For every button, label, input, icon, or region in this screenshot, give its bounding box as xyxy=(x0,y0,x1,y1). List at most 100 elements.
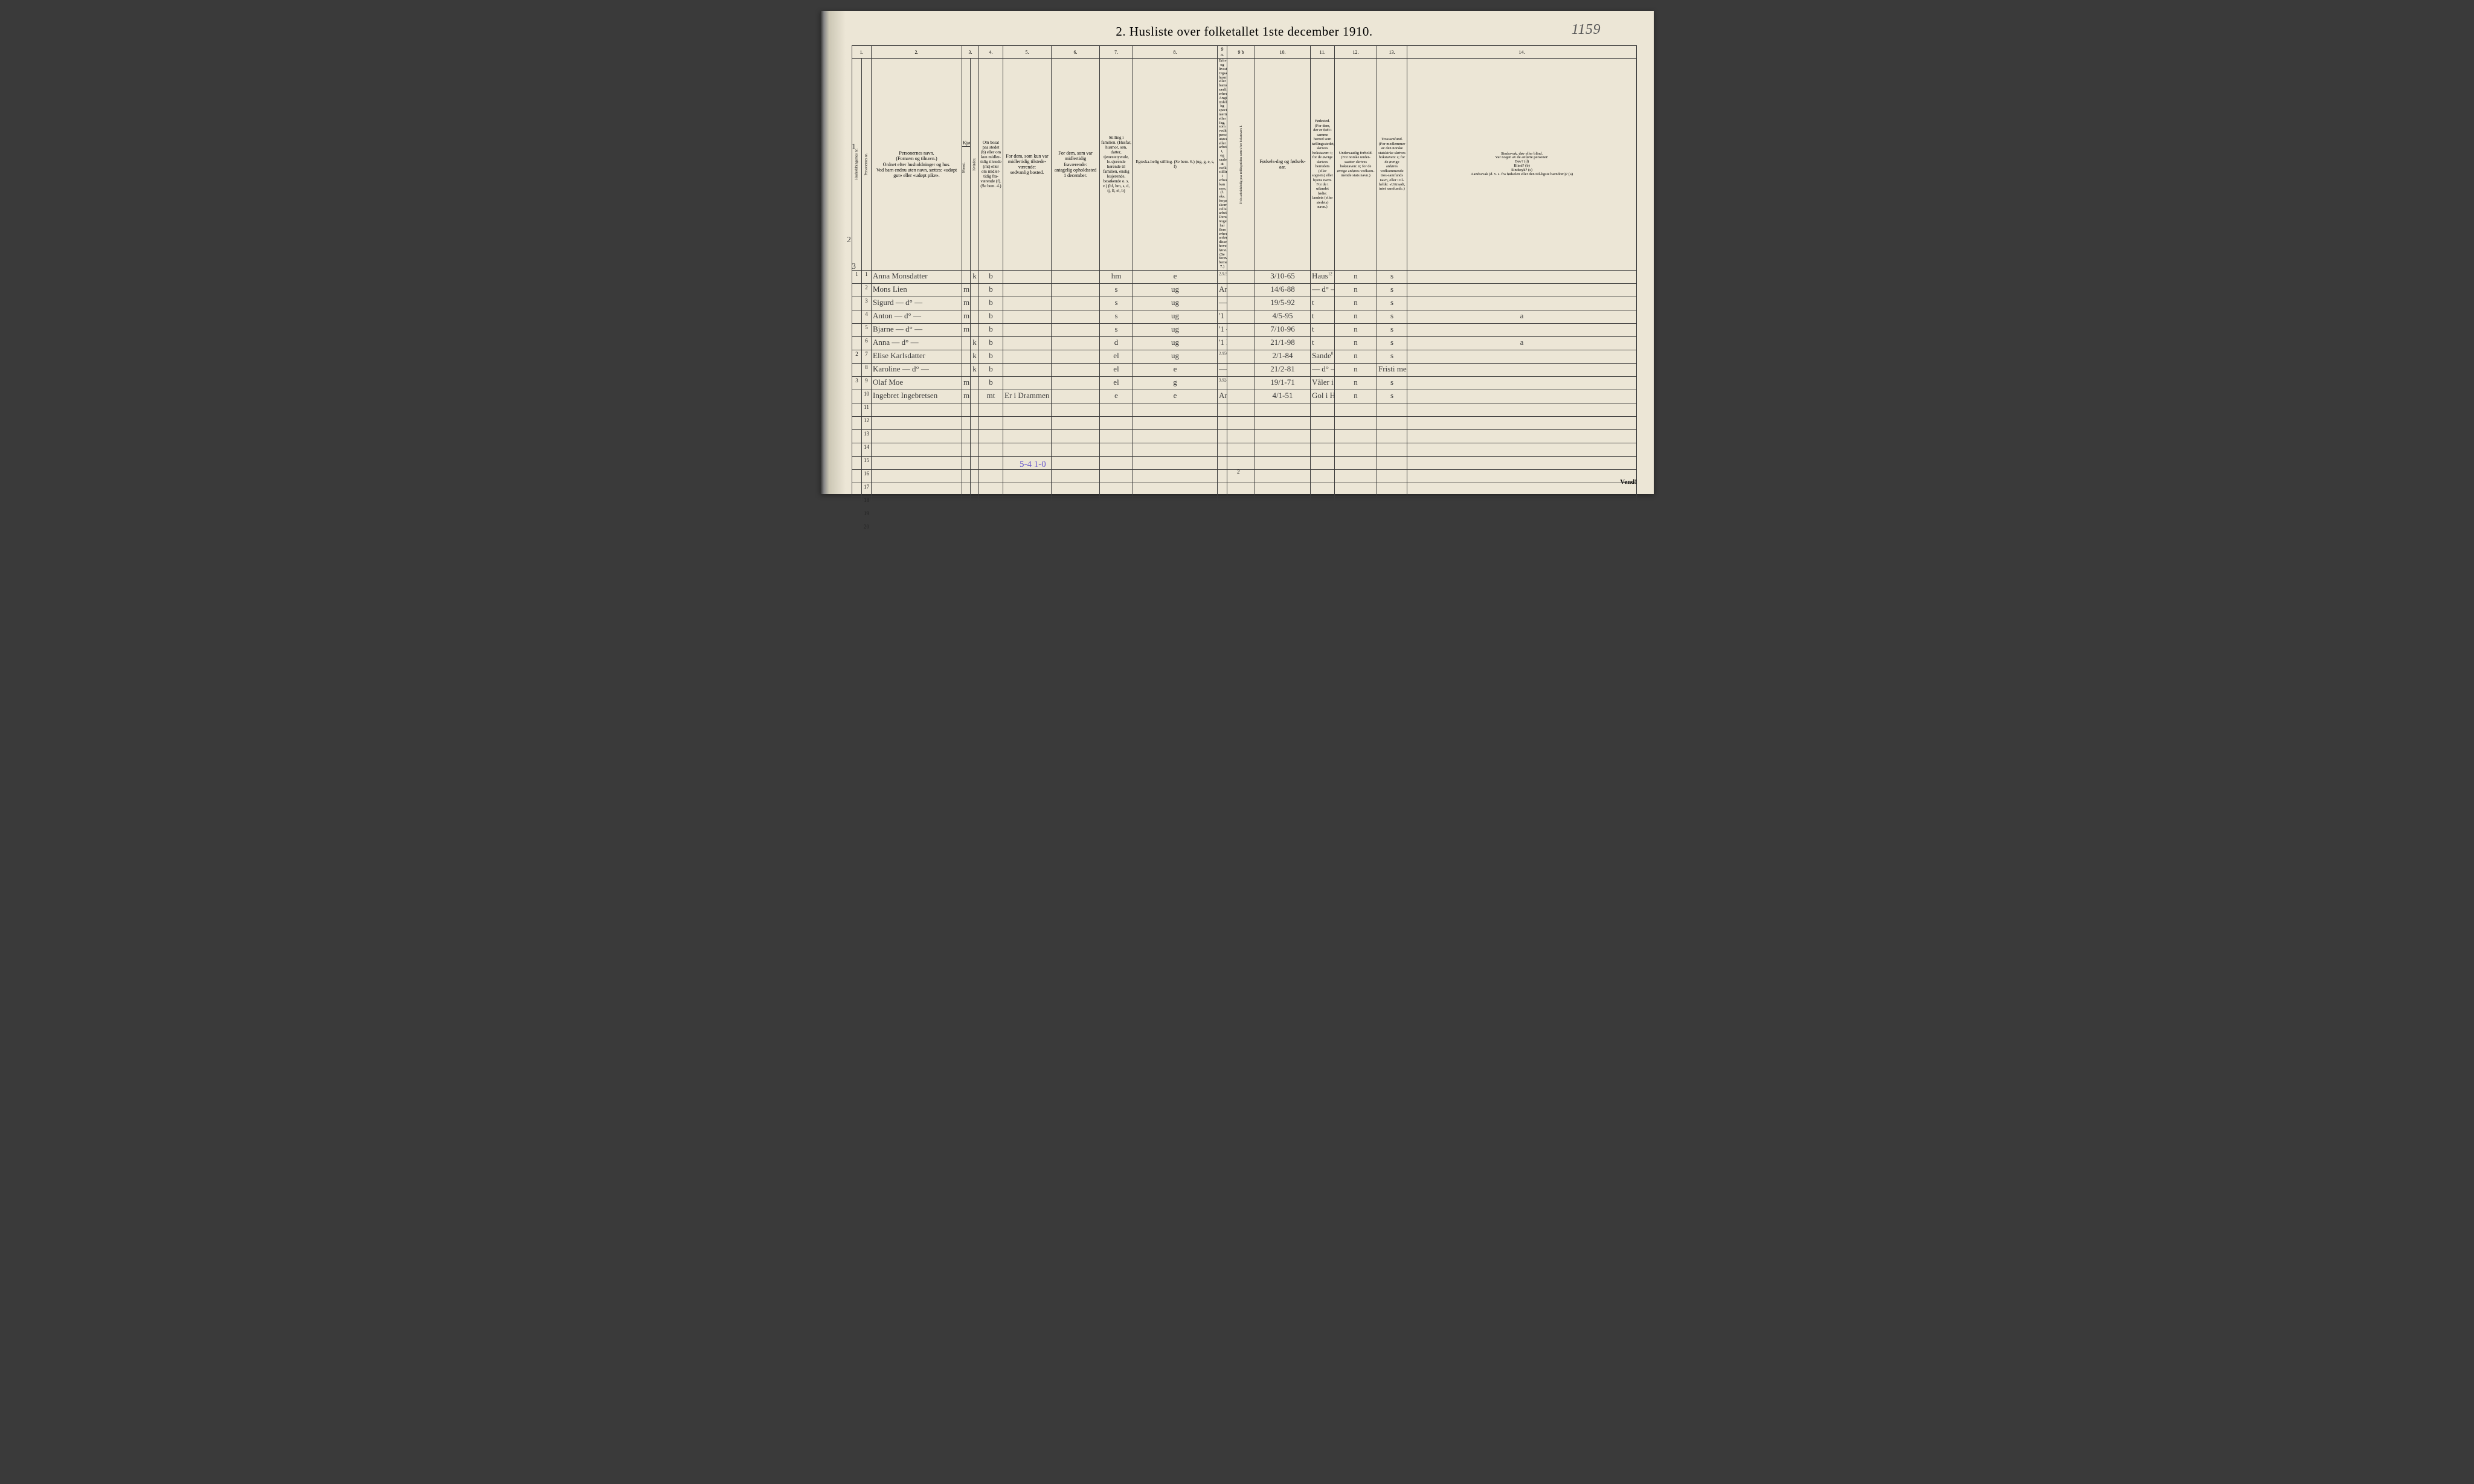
cell xyxy=(1052,336,1100,350)
cell: ug xyxy=(1133,297,1218,310)
hdr-maend: Kjøn. Mænd. xyxy=(962,59,971,270)
colnum-cell: 9 b xyxy=(1227,46,1255,59)
cell xyxy=(1335,443,1377,456)
cell xyxy=(971,283,979,297)
cell xyxy=(1335,509,1377,522)
cell xyxy=(1003,416,1052,429)
cell xyxy=(1003,496,1052,509)
cell xyxy=(1311,429,1335,443)
household-marker: 1 xyxy=(852,143,856,152)
cell: Våler i Solør03 xyxy=(1311,376,1335,390)
cell: s xyxy=(1377,270,1407,283)
cell xyxy=(1377,522,1407,536)
cell: s xyxy=(1377,376,1407,390)
cell xyxy=(852,443,862,456)
cell xyxy=(1255,416,1311,429)
cell xyxy=(852,297,862,310)
table-row: 39Olaf Moembelg3.924 Smed ved tekstilfab… xyxy=(852,376,1637,390)
cell: 3/10-65 xyxy=(1255,270,1311,283)
cell xyxy=(1227,323,1255,336)
cell: 17 xyxy=(862,483,872,496)
cell xyxy=(1377,443,1407,456)
cell xyxy=(1255,469,1311,483)
cell: el xyxy=(1100,350,1133,363)
cell: b xyxy=(979,270,1003,283)
table-row: 3Sigurd — d° —mbsug— d° — d° —19/5-92tns xyxy=(852,297,1637,310)
cell xyxy=(1218,443,1227,456)
cell xyxy=(1003,270,1052,283)
cell: k xyxy=(971,363,979,376)
cell xyxy=(962,456,971,469)
cell: — d° —'1 xyxy=(1311,283,1335,297)
cell: m xyxy=(962,323,971,336)
cell xyxy=(979,403,1003,416)
cell: s xyxy=(1377,323,1407,336)
cell: 5 xyxy=(862,323,872,336)
cell xyxy=(962,403,971,416)
cell xyxy=(1407,522,1637,536)
cell: k xyxy=(971,336,979,350)
cell xyxy=(1407,283,1637,297)
cell: s xyxy=(1100,297,1133,310)
table-row-empty: 20 xyxy=(852,522,1637,536)
hdr-fodested: Fødested. (For dem, der er født i samme … xyxy=(1311,59,1335,270)
page-title: 2. Husliste over folketallet 1ste decemb… xyxy=(1116,24,1372,39)
cell xyxy=(1133,522,1218,536)
cell xyxy=(852,403,862,416)
cell xyxy=(1003,363,1052,376)
cell xyxy=(1227,522,1255,536)
cell xyxy=(872,509,962,522)
table-row: 10Ingebret IngebretsenmmtEr i DrammeneeA… xyxy=(852,390,1637,403)
cell: 19 xyxy=(862,509,872,522)
cell: 16 xyxy=(862,469,872,483)
cell xyxy=(1003,336,1052,350)
cell: n xyxy=(1335,270,1377,283)
cell xyxy=(1100,522,1133,536)
cell: n xyxy=(1335,350,1377,363)
cell: s xyxy=(1377,297,1407,310)
cell xyxy=(1003,403,1052,416)
cell xyxy=(1003,350,1052,363)
cell: 14 xyxy=(862,443,872,456)
cell xyxy=(1052,297,1100,310)
column-number-row: 1.2.3.4.5.6.7.8.9 a.9 b10.11.12.13.14. xyxy=(852,46,1637,59)
cell xyxy=(1311,522,1335,536)
cell xyxy=(1052,403,1100,416)
hdr-bosat: Om bosat paa stedet (b) eller om kun mid… xyxy=(979,59,1003,270)
cell xyxy=(1052,522,1100,536)
cell xyxy=(1227,483,1255,496)
cell xyxy=(1227,390,1255,403)
cell xyxy=(1377,456,1407,469)
cell xyxy=(1407,443,1637,456)
cell: m xyxy=(962,310,971,323)
cell xyxy=(1227,350,1255,363)
cell xyxy=(1052,350,1100,363)
cell xyxy=(1255,522,1311,536)
cell xyxy=(979,443,1003,456)
cell: b xyxy=(979,376,1003,390)
cell: Bjarne — d° — xyxy=(872,323,962,336)
cell: 21/1-98 xyxy=(1255,336,1311,350)
household-marker: 2 xyxy=(847,236,851,245)
hdr-navn: Personernes navn. (Fornavn og tilnavn.) … xyxy=(872,59,962,270)
cell: s xyxy=(1377,283,1407,297)
cell xyxy=(1407,509,1637,522)
cell: 4/5-95 xyxy=(1255,310,1311,323)
cell: 15 xyxy=(862,456,872,469)
page-number: 2 xyxy=(1237,469,1240,475)
cell xyxy=(1133,456,1218,469)
cell xyxy=(872,403,962,416)
cell xyxy=(1335,496,1377,509)
cell xyxy=(971,509,979,522)
cell: Mons Lien xyxy=(872,283,962,297)
colnum-cell: 4. xyxy=(979,46,1003,59)
cell: s xyxy=(1377,310,1407,323)
cell: Karoline — d° — xyxy=(872,363,962,376)
header-row: Husholdningernes nr. Personernes nr. Per… xyxy=(852,59,1637,270)
table-row-empty: 11 xyxy=(852,403,1637,416)
cell: Anna — d° — xyxy=(872,336,962,350)
cell: ug xyxy=(1133,323,1218,336)
cell: b xyxy=(979,283,1003,297)
cell xyxy=(962,522,971,536)
cell: 7 xyxy=(862,350,872,363)
